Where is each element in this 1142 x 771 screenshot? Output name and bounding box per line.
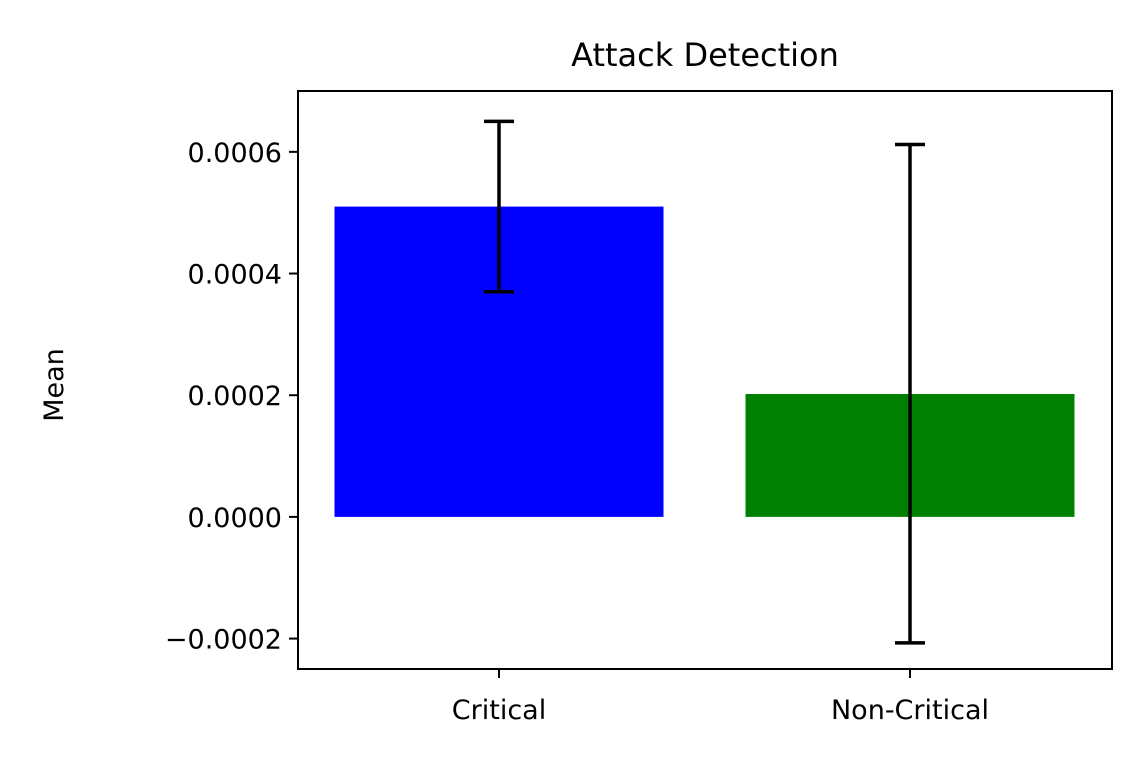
y-tick-label: 0.0006 [188,138,282,169]
plot-layer: −0.0002 0.0000 0.0002 0.0004 0.0006 Critical N… [165,119,1075,726]
y-axis-label: Mean [39,348,70,422]
y-tick-label: 0.0000 [188,503,282,534]
plot-frame [297,90,1113,670]
y-tick-label: −0.0002 [165,625,282,656]
y-tick-label: 0.0004 [188,260,282,291]
chart-title: Attack Detection [571,36,839,74]
x-tick-label: Critical [452,695,546,726]
y-tick-label: 0.0002 [188,381,282,412]
x-tick-label: Non-Critical [831,695,989,726]
